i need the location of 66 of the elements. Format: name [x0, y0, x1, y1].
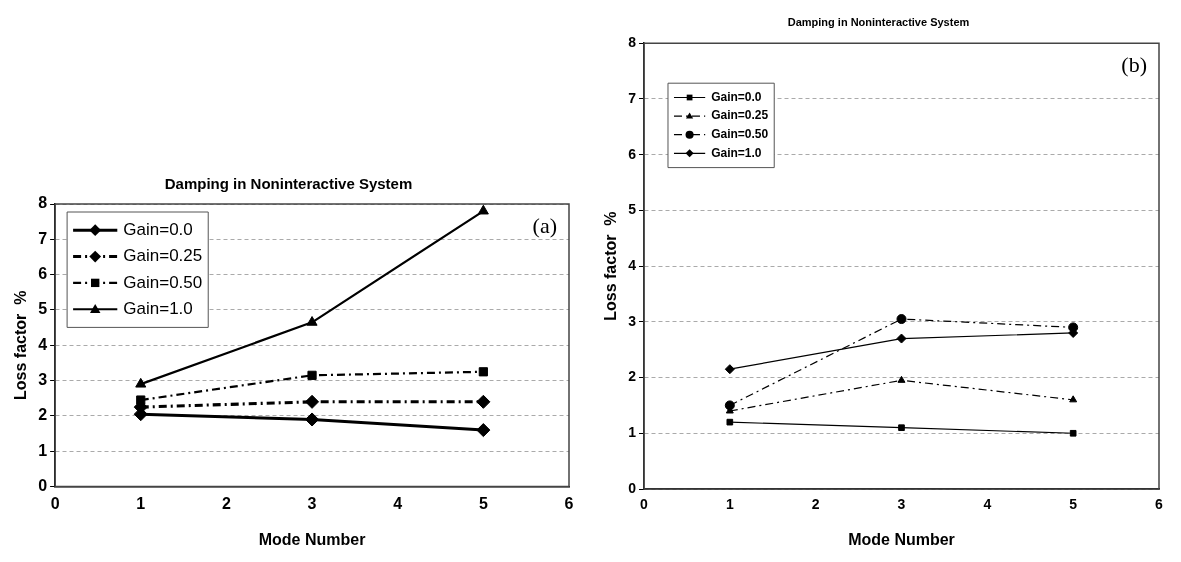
y-tick-label: 8 — [38, 194, 48, 212]
y-tick-label: 6 — [628, 145, 637, 162]
legend-label: Gain=0.50 — [123, 272, 203, 292]
y-tick-label: 3 — [628, 312, 637, 329]
point — [135, 377, 147, 388]
x-tick-label: 3 — [307, 494, 317, 512]
legend-label: Gain=1.0 — [123, 298, 193, 318]
x-axis-title: Mode Number — [848, 530, 955, 548]
y-tick-label: 0 — [628, 479, 637, 496]
point — [477, 204, 489, 215]
y-tick-label: 8 — [628, 34, 637, 51]
point — [307, 370, 317, 380]
x-tick-label: 0 — [640, 496, 649, 513]
chart-title: Damping in Noninteractive System — [787, 15, 970, 28]
x-tick-label: 3 — [897, 496, 906, 513]
y-tick-label: 4 — [38, 335, 48, 353]
x-tick-label: 4 — [393, 494, 403, 512]
y-tick-label: 4 — [628, 256, 637, 273]
x-tick-label: 6 — [564, 494, 574, 512]
x-tick-label: 4 — [983, 496, 992, 513]
point — [476, 394, 491, 409]
y-tick-label: 7 — [628, 89, 637, 106]
y-tick-label: 2 — [628, 368, 637, 385]
x-tick-label: 2 — [221, 494, 231, 512]
chart-title: Damping in Noninteractive System — [164, 175, 413, 193]
x-tick-label: 0 — [50, 494, 60, 512]
legend-label: Gain=1.0 — [711, 145, 762, 160]
point — [896, 314, 907, 325]
point — [726, 418, 734, 426]
point — [478, 367, 488, 377]
legend-label: Gain=0.0 — [123, 219, 193, 239]
y-tick-label: 2 — [38, 406, 48, 424]
annotation: (b) — [1121, 51, 1147, 77]
point — [305, 412, 320, 427]
x-tick-label: 1 — [136, 494, 146, 512]
point — [1068, 322, 1079, 333]
y-tick-label: 5 — [38, 300, 48, 318]
x-tick-label: 6 — [1155, 496, 1164, 513]
point — [1069, 395, 1078, 403]
y-tick-label: 3 — [38, 371, 48, 389]
y-tick-label: 6 — [38, 265, 48, 283]
legend-label: Gain=0.0 — [711, 89, 762, 104]
x-tick-label: 1 — [725, 496, 734, 513]
x-tick-label: 5 — [478, 494, 488, 512]
x-tick-label: 5 — [1069, 496, 1078, 513]
y-tick-label: 5 — [628, 201, 637, 218]
x-tick-label: 2 — [811, 496, 820, 513]
legend-label: Gain=0.25 — [123, 246, 203, 266]
point — [724, 364, 735, 375]
point — [305, 394, 320, 409]
point — [898, 424, 905, 432]
point — [476, 423, 491, 438]
y-tick-label: 1 — [628, 424, 637, 441]
point — [306, 316, 318, 326]
y-tick-label: 7 — [38, 229, 48, 247]
legend-label: Gain=0.50 — [711, 127, 769, 142]
point — [896, 333, 907, 344]
y-tick-label: 1 — [38, 441, 48, 459]
point — [897, 375, 906, 383]
y-axis-title: Loss factor % — [12, 290, 30, 400]
y-tick-label: 0 — [38, 477, 48, 495]
legend-label: Gain=0.25 — [711, 108, 769, 123]
x-axis-title: Mode Number — [258, 530, 366, 548]
annotation: (a) — [532, 212, 557, 238]
y-axis-title: Loss factor % — [602, 211, 620, 321]
point — [1069, 429, 1077, 437]
